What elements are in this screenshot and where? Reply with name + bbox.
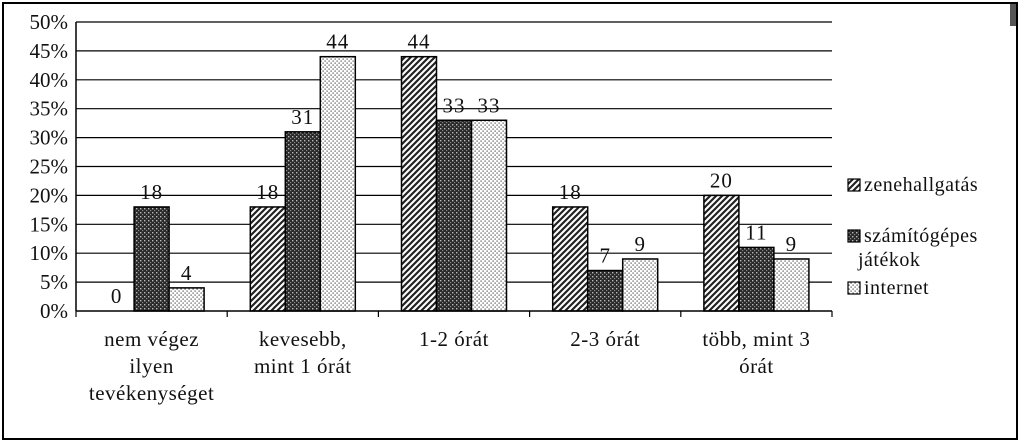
bars <box>133 55 810 312</box>
bar <box>435 119 473 312</box>
y-tick-label: 20% <box>30 183 69 207</box>
x-tick-label: 1-2 órát <box>419 327 489 351</box>
chart-frame <box>2 2 1018 440</box>
bar <box>738 246 775 312</box>
x-tick-label: mint 1 órát <box>254 354 352 378</box>
data-label: 9 <box>786 232 798 256</box>
x-tick-label: nem végez <box>104 327 199 351</box>
y-tick-label: 35% <box>30 97 69 121</box>
y-tick-label: 45% <box>30 39 69 63</box>
data-label: 20 <box>710 168 733 192</box>
x-tick-label: ilyen <box>129 354 174 378</box>
bar <box>621 258 659 312</box>
x-tick-label: tevékenységet <box>89 381 214 405</box>
y-tick-label: 10% <box>30 241 69 265</box>
data-label: 31 <box>291 105 314 129</box>
bar <box>551 206 589 312</box>
bar <box>319 55 357 312</box>
bar <box>470 119 508 312</box>
axes: 0% 5% 10% 15% 20% 25% 30% 35% 40% 45% 50% nem végez… <box>30 10 833 405</box>
y-tick-label: 25% <box>30 155 69 179</box>
legend-swatch <box>847 229 861 243</box>
x-tick-label: több, mint 3 <box>702 327 810 351</box>
x-tick-label: kevesebb, <box>259 327 347 351</box>
data-label: 33 <box>443 93 466 117</box>
data-label: 7 <box>599 244 611 268</box>
legend-label: számítógépes <box>864 225 978 247</box>
legend-label: zenehallgatás <box>864 174 978 196</box>
frame-edge-mark <box>1010 4 1016 26</box>
data-label: 44 <box>408 30 431 54</box>
data-label: 18 <box>140 180 163 204</box>
data-label: 9 <box>634 232 646 256</box>
bar <box>400 55 438 312</box>
bar <box>586 269 624 312</box>
data-label: 44 <box>326 30 349 54</box>
bar <box>284 131 322 312</box>
y-tick-label: 15% <box>30 212 69 236</box>
y-tick-label: 5% <box>40 270 68 294</box>
x-tick-label: 2-3 órát <box>570 327 640 351</box>
data-label: 11 <box>745 220 767 244</box>
legend-label: internet <box>864 277 929 299</box>
y-tick-label: 50% <box>30 10 69 34</box>
x-tick-label: órát <box>739 354 774 378</box>
data-label: 18 <box>559 180 582 204</box>
data-label: 4 <box>181 261 193 285</box>
data-label: 18 <box>256 180 279 204</box>
bar <box>133 206 170 312</box>
bar <box>168 287 205 312</box>
data-label: 33 <box>478 93 501 117</box>
bar <box>773 258 810 312</box>
legend-swatch <box>847 178 861 192</box>
y-tick-label: 40% <box>30 68 69 92</box>
y-tick-label: 30% <box>30 126 69 150</box>
data-label: 0 <box>111 284 123 308</box>
bar <box>703 194 740 312</box>
bar <box>249 206 287 312</box>
y-tick-label: 0% <box>40 299 68 323</box>
legend-label: játékok <box>857 249 920 271</box>
legend-swatch <box>847 281 861 295</box>
